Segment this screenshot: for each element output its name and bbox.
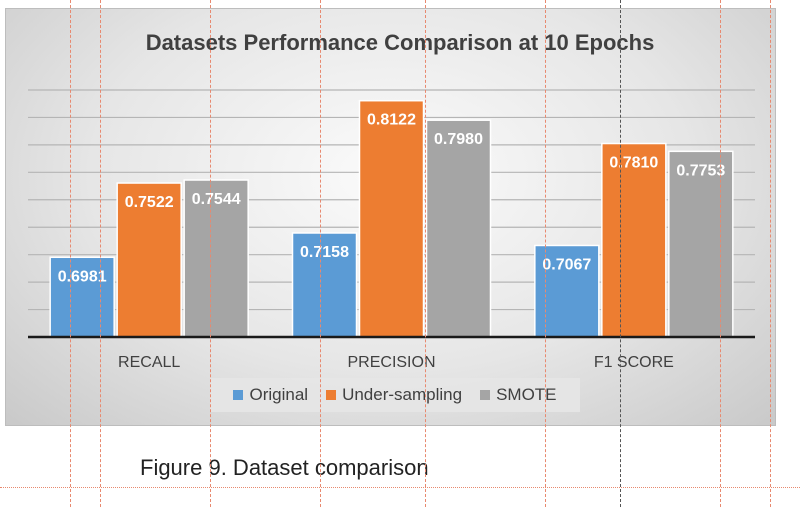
chart-title: Datasets Performance Comparison at 10 Ep…	[145, 30, 655, 55]
legend-swatch-smote	[480, 390, 491, 400]
bar-f1-score-smote	[668, 150, 734, 338]
legend-item-smote: SMOTE	[480, 385, 557, 405]
x-axis-tick-label: RECALL	[118, 354, 180, 371]
data-label: 0.7753	[676, 162, 725, 179]
legend-item-under-sampling: Under-sampling	[326, 385, 462, 405]
figure-caption: Figure 9. Dataset comparison	[140, 455, 429, 480]
bar-f1-score-under-sampling	[601, 142, 667, 338]
bar-precision-smote	[425, 119, 492, 338]
legend-label-smote: SMOTE	[496, 385, 557, 404]
data-label: 0.7980	[434, 131, 483, 148]
data-label: 0.8122	[367, 112, 416, 129]
bar-recall-original	[49, 256, 115, 338]
legend-swatch-original	[233, 390, 244, 400]
data-label: 0.7067	[542, 256, 591, 273]
chart-legend: Original Under-sampling SMOTE	[210, 378, 580, 412]
legend-swatch-under-sampling	[326, 390, 337, 400]
data-label: 0.7158	[300, 244, 349, 261]
x-axis-tick-label: PRECISION	[347, 354, 435, 371]
data-label: 0.7544	[192, 191, 241, 208]
legend-label-under-sampling: Under-sampling	[342, 385, 463, 404]
legend-item-original: Original	[233, 385, 308, 405]
bar-recall-under-sampling	[116, 182, 182, 338]
bar-precision-under-sampling	[358, 99, 425, 338]
bar-recall-smote	[183, 179, 249, 338]
data-label: 0.7810	[609, 155, 658, 172]
legend-label-original: Original	[249, 385, 309, 404]
data-label: 0.6981	[58, 268, 107, 285]
x-axis-tick-label: F1 SCORE	[594, 354, 674, 371]
data-label: 0.7522	[125, 194, 174, 211]
